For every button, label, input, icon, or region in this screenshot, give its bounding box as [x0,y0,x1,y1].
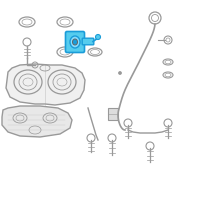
FancyBboxPatch shape [82,38,94,45]
FancyBboxPatch shape [66,31,84,52]
Circle shape [96,34,101,40]
Polygon shape [6,64,85,105]
Ellipse shape [70,36,80,48]
Ellipse shape [72,39,78,45]
Circle shape [118,72,122,74]
Bar [108,108,118,120]
Polygon shape [2,106,72,137]
